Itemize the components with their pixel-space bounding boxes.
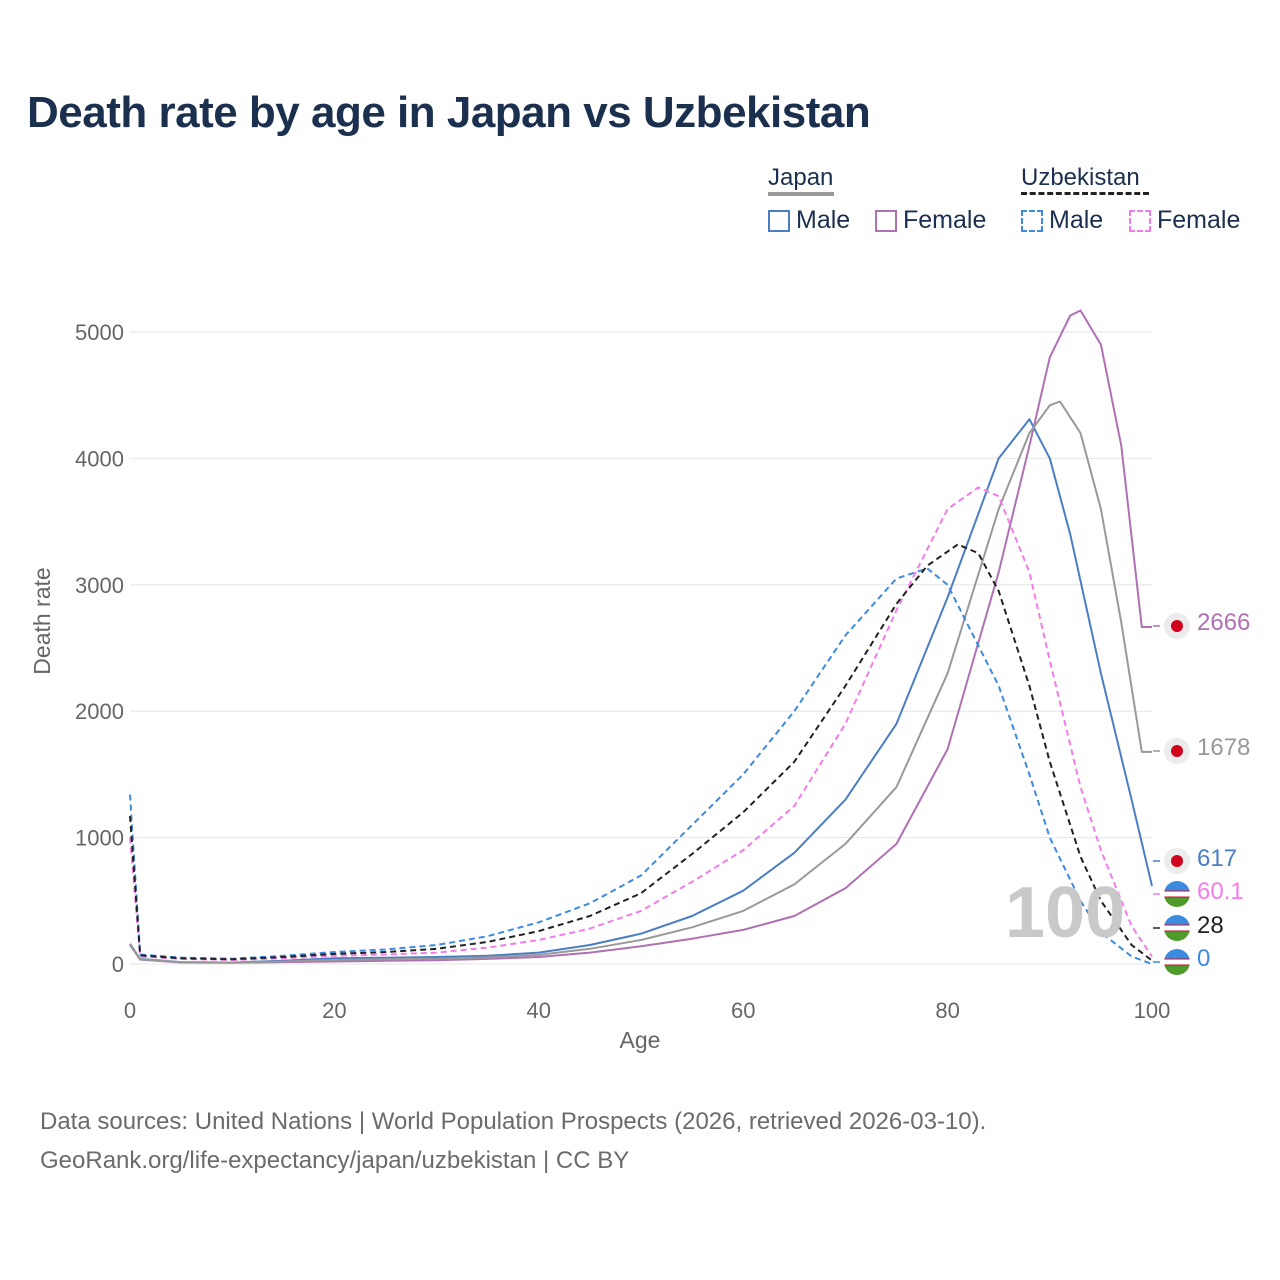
series-line-uzbekistan	[129, 543, 1153, 962]
legend-japan-female[interactable]: Female	[875, 206, 986, 235]
x-axis-label: Age	[620, 1027, 661, 1053]
y-tick-label: 3000	[75, 573, 124, 598]
end-label-uzbekistan-total: 28	[1197, 912, 1224, 939]
series-line-japan-male	[129, 418, 1153, 964]
y-axis-label: Death rate	[29, 567, 55, 674]
japan-flag-icon	[1164, 613, 1190, 639]
uzbekistan-flag-icon	[1164, 881, 1190, 907]
x-tick-label: 100	[1134, 998, 1171, 1023]
chart-title: Death rate by age in Japan vs Uzbekistan	[27, 88, 871, 137]
legend-swatch-japan-male	[768, 209, 790, 232]
japan-flag-icon	[1164, 848, 1190, 874]
footer-credit[interactable]: GeoRank.org/life-expectancy/japan/uzbeki…	[40, 1147, 630, 1174]
y-axis-ticks: 0 1000 2000 3000 4000 5000	[75, 320, 124, 977]
end-label-japan-male: 617	[1197, 845, 1238, 872]
y-tick-label: 4000	[75, 446, 124, 471]
legend-label: Female	[1157, 206, 1241, 234]
legend-swatch-uzbekistan-male	[1021, 209, 1043, 232]
grid-lines	[130, 331, 1152, 965]
y-tick-label: 0	[112, 952, 124, 977]
y-tick-label: 1000	[75, 826, 124, 851]
legend-label: Male	[796, 206, 851, 234]
end-label-japan-total: 1678	[1197, 734, 1251, 761]
japan-flag-icon	[1164, 738, 1190, 764]
legend-uzbekistan-female[interactable]: Female	[1129, 206, 1240, 235]
legend-japan-male[interactable]: Male	[768, 206, 850, 235]
x-tick-label: 60	[731, 998, 755, 1023]
legend-swatch-japan-female	[875, 209, 897, 232]
x-axis-ticks: 0 20 40 60 80 100	[124, 998, 1170, 1023]
y-tick-label: 5000	[75, 320, 124, 345]
series-line-japan-female	[129, 309, 1152, 964]
legend-swatch-uzbekistan-female	[1129, 209, 1151, 232]
series-lines	[129, 309, 1153, 965]
legend-group-uzbekistan-line	[1021, 192, 1149, 195]
series-line-japan	[129, 400, 1152, 964]
legend-group-japan-title: Japan	[768, 164, 834, 191]
series-line-uzbekistan-female	[129, 486, 1153, 961]
x-tick-label: 80	[935, 998, 959, 1023]
end-label-japan-female: 2666	[1197, 609, 1251, 636]
y-tick-label: 2000	[75, 699, 124, 724]
end-label-connectors	[1153, 625, 1160, 963]
legend-group-japan-line	[768, 192, 834, 196]
footer-sources: Data sources: United Nations | World Pop…	[40, 1108, 987, 1135]
legend-label: Female	[903, 206, 987, 234]
x-tick-label: 0	[124, 998, 136, 1023]
uzbekistan-flag-icon	[1164, 949, 1190, 975]
uzbekistan-flag-icon	[1164, 915, 1190, 941]
end-label-uzbekistan-female: 60.1	[1197, 878, 1244, 905]
end-label-uzbekistan-male: 0	[1197, 945, 1211, 972]
x-tick-label: 40	[527, 998, 551, 1023]
series-line-uzbekistan-male	[129, 567, 1153, 965]
legend-uzbekistan-male[interactable]: Male	[1021, 206, 1103, 235]
highlight-age-watermark: 100	[1005, 873, 1126, 953]
x-tick-label: 20	[322, 998, 346, 1023]
legend-group-uzbekistan-title: Uzbekistan	[1021, 164, 1140, 191]
legend-label: Male	[1049, 206, 1104, 234]
